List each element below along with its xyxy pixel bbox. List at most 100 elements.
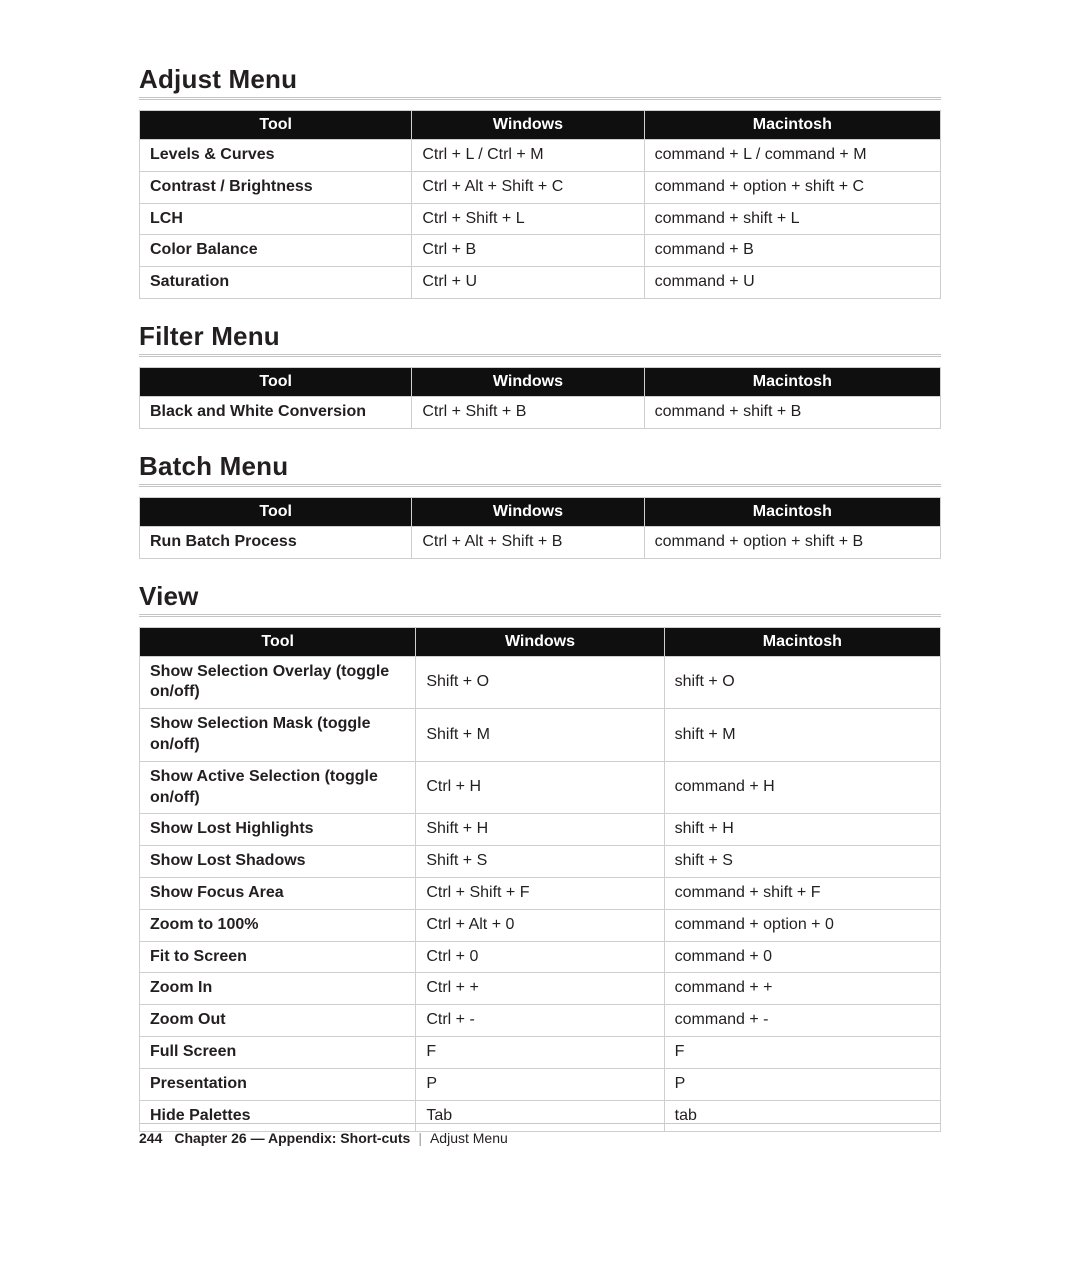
- table-row: Contrast / BrightnessCtrl + Alt + Shift …: [140, 171, 941, 203]
- windows-cell: P: [416, 1068, 664, 1100]
- mac-cell: command + L / command + M: [644, 140, 940, 172]
- windows-cell: Ctrl + +: [416, 973, 664, 1005]
- shortcuts-table: ToolWindowsMacintoshLevels & CurvesCtrl …: [139, 110, 941, 299]
- windows-cell: Shift + H: [416, 814, 664, 846]
- table-row: Zoom InCtrl + +command + +: [140, 973, 941, 1005]
- mac-cell: command + option + shift + C: [644, 171, 940, 203]
- table-header-row: ToolWindowsMacintosh: [140, 627, 941, 656]
- tool-cell: Show Active Selection (toggle on/off): [140, 761, 416, 814]
- section-title: Adjust Menu: [139, 64, 941, 95]
- table-header-row: ToolWindowsMacintosh: [140, 367, 941, 396]
- table-header-row: ToolWindowsMacintosh: [140, 111, 941, 140]
- table-row: Show Selection Overlay (toggle on/off)Sh…: [140, 656, 941, 709]
- table-row: Show Lost ShadowsShift + Sshift + S: [140, 846, 941, 878]
- shortcuts-table: ToolWindowsMacintoshShow Selection Overl…: [139, 627, 941, 1133]
- table-row: Zoom OutCtrl + -command + -: [140, 1005, 941, 1037]
- column-header: Tool: [140, 111, 412, 140]
- shortcuts-table: ToolWindowsMacintoshBlack and White Conv…: [139, 367, 941, 429]
- section-rule: [139, 97, 941, 100]
- tool-cell: Saturation: [140, 267, 412, 299]
- footer-chapter: Chapter 26 — Appendix: Short-cuts: [174, 1130, 410, 1146]
- tool-cell: Zoom In: [140, 973, 416, 1005]
- windows-cell: Ctrl + Shift + L: [412, 203, 644, 235]
- tool-cell: Show Lost Shadows: [140, 846, 416, 878]
- mac-cell: command + U: [644, 267, 940, 299]
- tool-cell: Contrast / Brightness: [140, 171, 412, 203]
- column-header: Macintosh: [664, 627, 940, 656]
- mac-cell: command + -: [664, 1005, 940, 1037]
- windows-cell: Ctrl + Alt + 0: [416, 909, 664, 941]
- section-rule: [139, 614, 941, 617]
- table-row: Show Selection Mask (toggle on/off)Shift…: [140, 709, 941, 762]
- tool-cell: Show Focus Area: [140, 877, 416, 909]
- mac-cell: shift + M: [664, 709, 940, 762]
- mac-cell: shift + H: [664, 814, 940, 846]
- mac-cell: command + 0: [664, 941, 940, 973]
- tool-cell: Black and White Conversion: [140, 396, 412, 428]
- mac-cell: command + shift + F: [664, 877, 940, 909]
- page-number: 244: [139, 1130, 162, 1146]
- tool-cell: Color Balance: [140, 235, 412, 267]
- shortcuts-table: ToolWindowsMacintoshRun Batch ProcessCtr…: [139, 497, 941, 559]
- tool-cell: Show Lost Highlights: [140, 814, 416, 846]
- table-row: Show Active Selection (toggle on/off)Ctr…: [140, 761, 941, 814]
- column-header: Tool: [140, 367, 412, 396]
- table-row: Fit to ScreenCtrl + 0command + 0: [140, 941, 941, 973]
- column-header: Windows: [412, 497, 644, 526]
- section-title: Filter Menu: [139, 321, 941, 352]
- windows-cell: Ctrl + Shift + B: [412, 396, 644, 428]
- table-row: Run Batch ProcessCtrl + Alt + Shift + Bc…: [140, 526, 941, 558]
- mac-cell: P: [664, 1068, 940, 1100]
- windows-cell: Ctrl + Alt + Shift + B: [412, 526, 644, 558]
- section-rule: [139, 354, 941, 357]
- windows-cell: Shift + M: [416, 709, 664, 762]
- tool-cell: Presentation: [140, 1068, 416, 1100]
- mac-cell: shift + S: [664, 846, 940, 878]
- tool-cell: Run Batch Process: [140, 526, 412, 558]
- table-row: Zoom to 100%Ctrl + Alt + 0command + opti…: [140, 909, 941, 941]
- page-footer: 244 Chapter 26 — Appendix: Short-cuts | …: [139, 1123, 941, 1146]
- windows-cell: Ctrl + Alt + Shift + C: [412, 171, 644, 203]
- section: Adjust MenuToolWindowsMacintoshLevels & …: [139, 64, 941, 299]
- table-row: LCHCtrl + Shift + Lcommand + shift + L: [140, 203, 941, 235]
- mac-cell: F: [664, 1036, 940, 1068]
- column-header: Macintosh: [644, 367, 940, 396]
- windows-cell: Shift + S: [416, 846, 664, 878]
- mac-cell: command + option + 0: [664, 909, 940, 941]
- table-row: Show Lost HighlightsShift + Hshift + H: [140, 814, 941, 846]
- mac-cell: command + B: [644, 235, 940, 267]
- column-header: Tool: [140, 627, 416, 656]
- windows-cell: Ctrl + 0: [416, 941, 664, 973]
- column-header: Macintosh: [644, 111, 940, 140]
- mac-cell: command + shift + L: [644, 203, 940, 235]
- column-header: Windows: [416, 627, 664, 656]
- page: Adjust MenuToolWindowsMacintoshLevels & …: [0, 0, 1080, 1132]
- column-header: Windows: [412, 367, 644, 396]
- section-title: Batch Menu: [139, 451, 941, 482]
- tool-cell: Zoom Out: [140, 1005, 416, 1037]
- windows-cell: Ctrl + -: [416, 1005, 664, 1037]
- table-row: Levels & CurvesCtrl + L / Ctrl + Mcomman…: [140, 140, 941, 172]
- windows-cell: F: [416, 1036, 664, 1068]
- table-header-row: ToolWindowsMacintosh: [140, 497, 941, 526]
- windows-cell: Ctrl + U: [412, 267, 644, 299]
- windows-cell: Ctrl + H: [416, 761, 664, 814]
- tool-cell: Levels & Curves: [140, 140, 412, 172]
- footer-current: Adjust Menu: [430, 1130, 508, 1146]
- section: Filter MenuToolWindowsMacintoshBlack and…: [139, 321, 941, 429]
- tool-cell: Fit to Screen: [140, 941, 416, 973]
- windows-cell: Ctrl + L / Ctrl + M: [412, 140, 644, 172]
- section-title: View: [139, 581, 941, 612]
- mac-cell: command + option + shift + B: [644, 526, 940, 558]
- table-row: Color BalanceCtrl + Bcommand + B: [140, 235, 941, 267]
- section: View ToolWindowsMacintoshShow Selection O…: [139, 581, 941, 1133]
- section: Batch Menu ToolWindowsMacintoshRun Batch …: [139, 451, 941, 559]
- tool-cell: Show Selection Mask (toggle on/off): [140, 709, 416, 762]
- table-row: Show Focus AreaCtrl + Shift + Fcommand +…: [140, 877, 941, 909]
- tool-cell: LCH: [140, 203, 412, 235]
- mac-cell: shift + O: [664, 656, 940, 709]
- column-header: Macintosh: [644, 497, 940, 526]
- tool-cell: Zoom to 100%: [140, 909, 416, 941]
- column-header: Windows: [412, 111, 644, 140]
- tool-cell: Full Screen: [140, 1036, 416, 1068]
